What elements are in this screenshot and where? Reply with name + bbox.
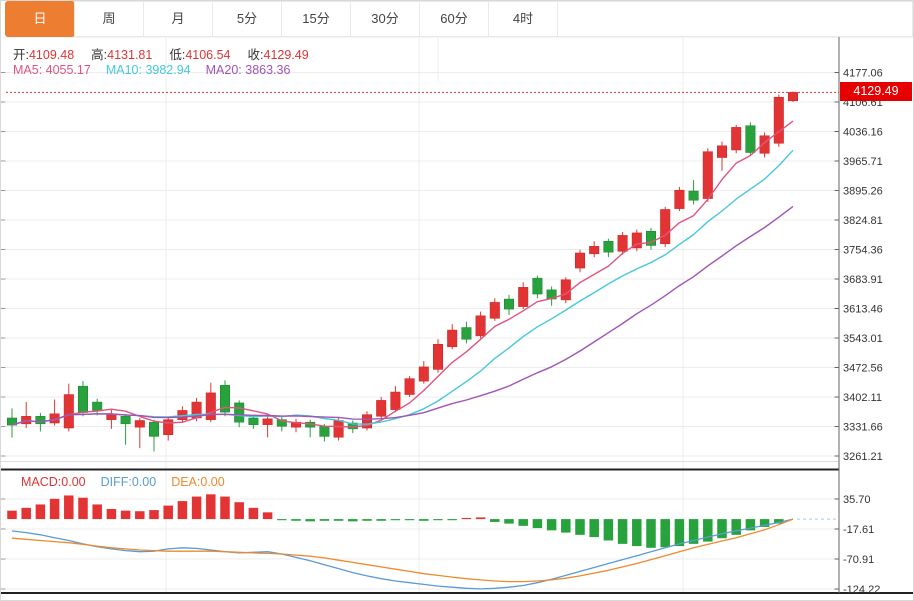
tab-5min[interactable]: 5分	[212, 1, 282, 37]
axis-label: 3261.21	[843, 451, 883, 463]
axis-label: 4177.06	[843, 68, 883, 80]
axis-label: 4036.16	[843, 127, 883, 139]
axis-label: -17.61	[843, 524, 874, 536]
axis-label: 3331.66	[843, 422, 883, 434]
axis-label: 3683.91	[843, 274, 883, 286]
axis-label: -124.22	[843, 584, 880, 596]
macd-lines	[11, 518, 837, 590]
candles	[7, 91, 798, 452]
axis-label: 3824.81	[843, 215, 883, 227]
period-tabbar: 日 周 月 5分 15分 30分 60分 4时	[1, 1, 913, 37]
current-price-badge: 4129.49	[840, 82, 912, 101]
axis-label: 35.70	[843, 494, 871, 506]
axis-label: 3472.56	[843, 363, 883, 375]
axis-label: -70.91	[843, 554, 874, 566]
panel-borders	[1, 36, 913, 594]
axis-label: 3895.26	[843, 186, 883, 198]
tab-60min[interactable]: 60分	[419, 1, 489, 37]
axis-label: 3543.01	[843, 333, 883, 345]
gridlines	[1, 38, 839, 592]
tab-15min[interactable]: 15分	[281, 1, 351, 37]
axis-label: 3613.46	[843, 304, 883, 316]
ma-lines	[11, 120, 794, 428]
axis-label: 3402.11	[843, 392, 882, 404]
tab-day[interactable]: 日	[5, 1, 75, 37]
axis-label: 3965.71	[843, 156, 883, 168]
tab-30min[interactable]: 30分	[350, 1, 420, 37]
axis-label: 3754.36	[843, 245, 883, 257]
tabbar-filler	[557, 1, 913, 37]
tab-week[interactable]: 周	[74, 1, 144, 37]
tab-month[interactable]: 月	[143, 1, 213, 37]
tab-4hour[interactable]: 4时	[488, 1, 558, 37]
macd-histogram	[7, 494, 784, 548]
